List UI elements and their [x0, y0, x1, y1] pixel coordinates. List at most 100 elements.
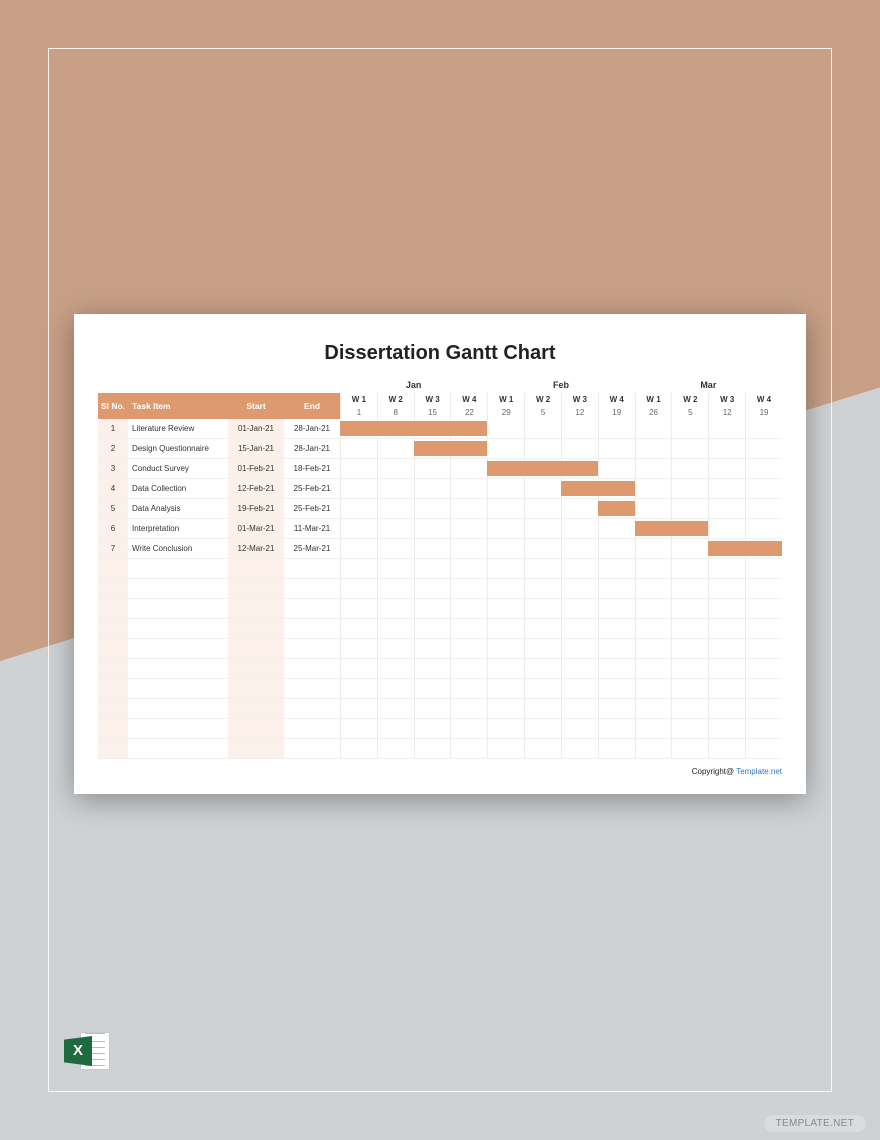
week-day-label: 5: [672, 406, 708, 419]
bar-area: [340, 499, 782, 518]
cell-task: Interpretation: [128, 519, 228, 538]
cell-sl: [98, 639, 128, 658]
week-label: W 4: [746, 393, 782, 406]
gantt-bar: [635, 521, 709, 536]
cell-task: [128, 719, 228, 738]
week-label: W 3: [709, 393, 745, 406]
gantt-chart: JanFebMar Sl No. Task Item Start End W 1…: [98, 377, 782, 759]
bar-area: [340, 619, 782, 638]
cell-task: [128, 699, 228, 718]
task-row: 2Design Questionnaire15-Jan-2128-Jan-21: [98, 439, 782, 459]
bar-area: [340, 459, 782, 478]
month-label: Jan: [340, 377, 487, 393]
month-spacer: [98, 377, 340, 393]
cell-end: 18-Feb-21: [284, 459, 340, 478]
week-label: W 2: [672, 393, 708, 406]
excel-badge-letter: X: [64, 1036, 92, 1066]
task-row: [98, 579, 782, 599]
cell-sl: 6: [98, 519, 128, 538]
cell-start: [228, 699, 284, 718]
gantt-bar: [340, 421, 487, 436]
week-column: W 312: [561, 393, 598, 419]
week-label: W 2: [378, 393, 414, 406]
cell-end: 28-Jan-21: [284, 439, 340, 458]
cell-start: [228, 619, 284, 638]
cell-sl: [98, 679, 128, 698]
cell-start: [228, 739, 284, 758]
week-column: W 25: [524, 393, 561, 419]
cell-task: [128, 659, 228, 678]
col-header-task: Task Item: [128, 393, 228, 419]
cell-end: [284, 739, 340, 758]
cell-start: 12-Feb-21: [228, 479, 284, 498]
task-row: [98, 599, 782, 619]
bar-area: [340, 679, 782, 698]
cell-task: [128, 579, 228, 598]
cell-task: Design Questionnaire: [128, 439, 228, 458]
cell-start: [228, 719, 284, 738]
bar-area: [340, 479, 782, 498]
cell-end: [284, 699, 340, 718]
task-row: 5Data Analysis19-Feb-2125-Feb-21: [98, 499, 782, 519]
week-column: W 11: [340, 393, 377, 419]
cell-start: 12-Mar-21: [228, 539, 284, 558]
task-row: [98, 719, 782, 739]
week-day-label: 26: [636, 406, 672, 419]
bar-area: [340, 579, 782, 598]
task-row: [98, 639, 782, 659]
cell-task: [128, 619, 228, 638]
cell-start: [228, 639, 284, 658]
cell-end: [284, 719, 340, 738]
week-column: W 419: [598, 393, 635, 419]
cell-sl: [98, 719, 128, 738]
cell-end: [284, 639, 340, 658]
cell-end: [284, 659, 340, 678]
week-day-label: 12: [562, 406, 598, 419]
cell-end: 28-Jan-21: [284, 419, 340, 438]
month-header-row: JanFebMar: [98, 377, 782, 393]
cell-sl: [98, 699, 128, 718]
cell-start: [228, 659, 284, 678]
week-label: W 1: [341, 393, 377, 406]
bar-area: [340, 559, 782, 578]
bar-area: [340, 439, 782, 458]
cell-task: Conduct Survey: [128, 459, 228, 478]
cell-start: 01-Jan-21: [228, 419, 284, 438]
week-day-label: 19: [599, 406, 635, 419]
week-column: W 129: [487, 393, 524, 419]
week-day-label: 1: [341, 406, 377, 419]
bar-area: [340, 639, 782, 658]
week-label: W 1: [636, 393, 672, 406]
week-day-label: 5: [525, 406, 561, 419]
copyright-link[interactable]: Template.net: [736, 767, 782, 776]
week-label: W 3: [562, 393, 598, 406]
cell-start: 15-Jan-21: [228, 439, 284, 458]
cell-start: 01-Mar-21: [228, 519, 284, 538]
task-row: 3Conduct Survey01-Feb-2118-Feb-21: [98, 459, 782, 479]
cell-end: 25-Feb-21: [284, 499, 340, 518]
header-row: Sl No. Task Item Start End W 11W 28W 315…: [98, 393, 782, 419]
cell-start: [228, 579, 284, 598]
copyright-prefix: Copyright@: [692, 767, 736, 776]
week-column: W 25: [671, 393, 708, 419]
cell-task: [128, 739, 228, 758]
cell-task: Data Analysis: [128, 499, 228, 518]
cell-end: 11-Mar-21: [284, 519, 340, 538]
week-column: W 422: [450, 393, 487, 419]
week-label: W 4: [599, 393, 635, 406]
cell-end: 25-Feb-21: [284, 479, 340, 498]
gantt-bar: [598, 501, 635, 516]
col-header-sl: Sl No.: [98, 393, 128, 419]
cell-sl: 7: [98, 539, 128, 558]
cell-task: [128, 679, 228, 698]
cell-start: [228, 679, 284, 698]
week-label: W 1: [488, 393, 524, 406]
cell-sl: [98, 599, 128, 618]
cell-sl: 1: [98, 419, 128, 438]
task-row: 6Interpretation01-Mar-2111-Mar-21: [98, 519, 782, 539]
gantt-bar: [487, 461, 598, 476]
cell-end: [284, 559, 340, 578]
task-row: [98, 559, 782, 579]
cell-sl: 5: [98, 499, 128, 518]
week-day-label: 29: [488, 406, 524, 419]
